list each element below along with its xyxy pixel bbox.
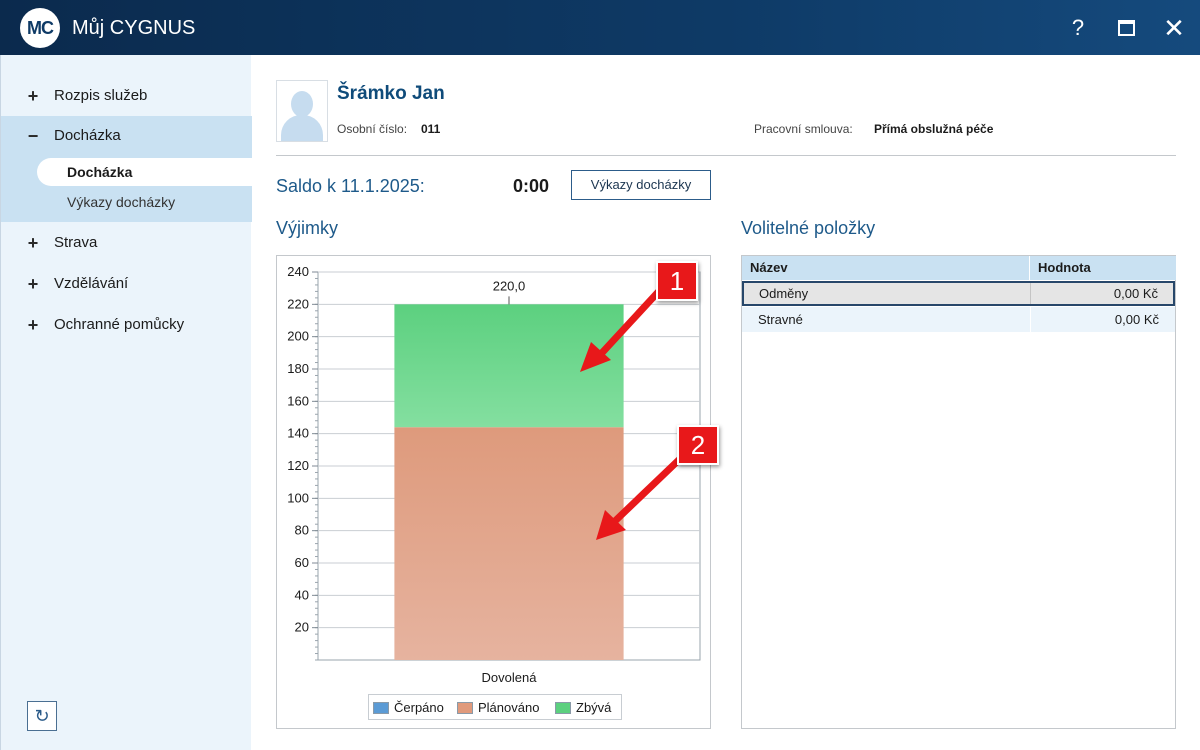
sidebar-item-strava[interactable]: + Strava [1,223,252,263]
legend-swatch [457,702,473,714]
app-title: Můj CYGNUS [72,17,196,39]
cell-value: 0,00 Kč [1113,286,1158,301]
sidebar-item-label: Ochranné pomůcky [54,316,185,333]
y-tick-label: 100 [287,490,309,505]
collapse-icon: − [27,126,39,146]
cell-value: 0,00 Kč [1114,312,1159,327]
legend-swatch [555,702,571,714]
y-tick-label: 160 [287,393,309,408]
legend-swatch [373,702,389,714]
expand-icon: + [27,274,39,294]
chart-legend: Čerpáno Plánováno Zbývá [368,694,622,720]
bar-3 [394,304,624,428]
sidebar-item-label: Vzdělávání [54,275,129,292]
annotation-callout-1: 1 [656,261,698,301]
y-tick-label: 180 [287,361,309,376]
sidebar-item-vzdelavani[interactable]: + Vzdělávání [1,264,252,304]
saldo-value: 0:00 [513,176,550,196]
maximize-icon [1118,20,1135,36]
cell-name: Stravné [758,312,803,327]
sidebar-item-label: Docházka [54,127,121,144]
employee-id-label: Osobní číslo: [337,122,408,136]
sidebar-item-rozpis-sluzeb[interactable]: + Rozpis služeb [1,76,252,116]
optional-items-title: Volitelné položky [741,218,876,238]
column-header-hodnota[interactable]: Hodnota [1030,256,1176,280]
y-tick-label: 240 [287,264,309,279]
sidebar-item-ochranne-pomucky[interactable]: + Ochranné pomůcky [1,305,252,345]
help-button[interactable]: ? [1071,15,1085,40]
bar-2 [394,427,624,660]
sidebar-subitem-vykazy-dochazky[interactable]: Výkazy docházky [67,194,176,210]
table-row[interactable]: Stravné 0,00 Kč [742,307,1175,332]
x-tick-label: Dovolená [482,670,538,685]
y-tick-label: 200 [287,329,309,344]
y-tick-label: 140 [287,426,309,441]
contract-value: Přímá obslužná péče [874,122,994,136]
sidebar-item-label: Strava [54,234,98,251]
employee-id-value: 011 [421,122,441,136]
sidebar-subitem-dochazka[interactable]: Docházka [37,158,252,186]
chart-canvas: 20 40 60 80 100 120 140 160 180 200 220 240 220,0 Dov… [287,264,701,685]
sidebar: + Rozpis služeb − Docházka Docházka Výka… [0,55,252,750]
exceptions-chart: 20 40 60 80 100 120 140 160 180 200 220 240 220,0 Dov… [276,255,711,729]
total-label: 220,0 [493,278,526,293]
exceptions-title: Výjimky [276,218,338,238]
avatar [276,80,328,142]
legend-label: Čerpáno [394,700,444,715]
sidebar-item-dochazka[interactable]: − Docházka [1,116,252,156]
header-divider [276,155,1176,156]
vykazy-dochazky-button[interactable]: Výkazy docházky [571,170,711,200]
annotation-callout-2: 2 [677,425,719,465]
maximize-button[interactable] [1110,12,1142,44]
sidebar-item-label: Rozpis služeb [54,87,148,104]
y-tick-label: 80 [295,523,309,538]
legend-label: Plánováno [478,700,540,715]
optional-items-table: Název Hodnota Odměny 0,00 Kč Stravné 0,0… [741,255,1176,729]
expand-icon: + [27,86,39,106]
y-tick-label: 40 [295,587,309,602]
expand-icon: + [27,315,39,335]
table-row[interactable]: Odměny 0,00 Kč [742,281,1175,306]
column-header-nazev[interactable]: Název [742,256,1030,280]
expand-icon: + [27,233,39,253]
y-tick-label: 120 [287,458,309,473]
y-tick-label: 20 [295,620,309,635]
y-tick-label: 60 [295,555,309,570]
title-bar: MC Můj CYGNUS ? ✕ [0,0,1200,55]
close-button[interactable]: ✕ [1163,13,1185,43]
y-tick-label: 220 [287,296,309,311]
refresh-button[interactable]: ↻ [27,701,57,731]
cell-name: Odměny [759,286,809,301]
saldo-label: Saldo k 11.1.2025: [276,176,425,196]
employee-name: Šrámko Jan [337,83,445,104]
app-logo: MC [20,8,60,48]
contract-label: Pracovní smlouva: [754,122,853,136]
legend-label: Zbývá [576,700,612,715]
